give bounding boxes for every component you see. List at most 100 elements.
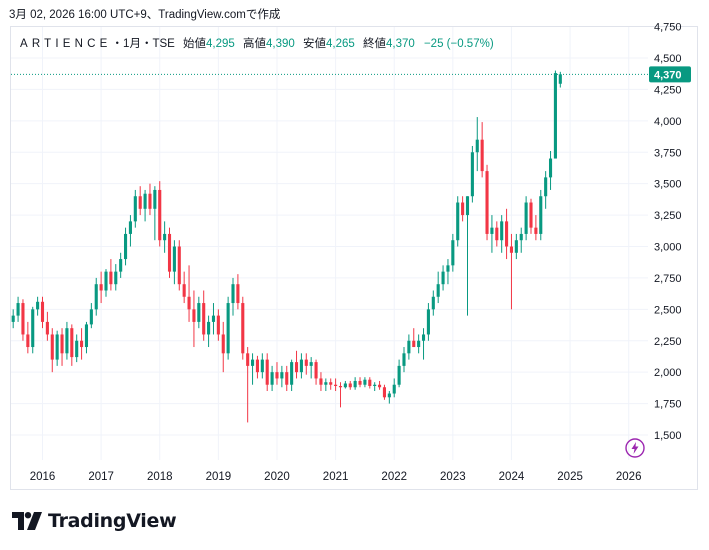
candle[interactable] bbox=[553, 70, 557, 159]
candle[interactable] bbox=[446, 259, 450, 285]
candle[interactable] bbox=[148, 183, 152, 216]
candle[interactable] bbox=[500, 215, 504, 253]
candle[interactable] bbox=[123, 227, 128, 266]
candle[interactable] bbox=[363, 377, 367, 388]
symbol-name[interactable]: ARTIENCE bbox=[20, 38, 112, 50]
candle[interactable] bbox=[402, 347, 406, 373]
candle[interactable] bbox=[378, 380, 382, 390]
candle[interactable] bbox=[31, 306, 35, 354]
candle[interactable] bbox=[338, 382, 343, 408]
candle[interactable] bbox=[509, 233, 514, 310]
candle[interactable] bbox=[197, 296, 201, 329]
candle[interactable] bbox=[441, 265, 445, 291]
candle[interactable] bbox=[334, 378, 338, 392]
candle[interactable] bbox=[412, 328, 416, 348]
candle[interactable] bbox=[426, 303, 430, 341]
candle[interactable] bbox=[50, 328, 54, 373]
candle[interactable] bbox=[114, 264, 118, 291]
candle[interactable] bbox=[70, 324, 74, 366]
candle[interactable] bbox=[480, 122, 484, 178]
candle[interactable] bbox=[358, 377, 362, 388]
candle[interactable] bbox=[11, 309, 15, 329]
candle[interactable] bbox=[207, 315, 211, 348]
candle[interactable] bbox=[202, 290, 206, 341]
candle[interactable] bbox=[236, 274, 240, 310]
candle[interactable] bbox=[60, 328, 64, 366]
candle[interactable] bbox=[211, 303, 216, 335]
candle[interactable] bbox=[368, 377, 372, 389]
candle[interactable] bbox=[382, 384, 386, 400]
candle[interactable] bbox=[109, 259, 113, 291]
candle[interactable] bbox=[539, 189, 543, 241]
candle[interactable] bbox=[407, 334, 411, 360]
candle[interactable] bbox=[329, 378, 333, 390]
candle[interactable] bbox=[490, 215, 494, 253]
candle[interactable] bbox=[133, 189, 137, 228]
candle[interactable] bbox=[456, 196, 460, 247]
candle[interactable] bbox=[260, 353, 264, 379]
candle[interactable] bbox=[75, 334, 79, 363]
candle[interactable] bbox=[544, 171, 548, 209]
candle[interactable] bbox=[548, 150, 553, 190]
candle[interactable] bbox=[524, 196, 528, 241]
candle[interactable] bbox=[514, 233, 518, 260]
candle[interactable] bbox=[172, 240, 176, 285]
candle[interactable] bbox=[94, 277, 98, 316]
candle[interactable] bbox=[373, 382, 377, 392]
candle[interactable] bbox=[324, 378, 328, 392]
candle[interactable] bbox=[285, 365, 289, 392]
candle[interactable] bbox=[163, 221, 167, 253]
candle[interactable] bbox=[153, 186, 157, 241]
candle[interactable] bbox=[177, 240, 181, 291]
candle[interactable] bbox=[495, 221, 499, 247]
candle[interactable] bbox=[451, 233, 455, 272]
candle[interactable] bbox=[519, 227, 523, 253]
candle[interactable] bbox=[255, 355, 259, 379]
candle[interactable] bbox=[304, 353, 308, 375]
lightning-icon[interactable] bbox=[625, 438, 645, 458]
candle[interactable] bbox=[436, 271, 440, 304]
candle[interactable] bbox=[231, 277, 235, 316]
candle[interactable] bbox=[89, 303, 93, 329]
candle[interactable] bbox=[221, 321, 225, 373]
candle[interactable] bbox=[226, 296, 230, 360]
candle[interactable] bbox=[465, 196, 470, 316]
candle[interactable] bbox=[138, 186, 142, 216]
candle[interactable] bbox=[461, 196, 465, 222]
candle[interactable] bbox=[99, 271, 103, 304]
candle[interactable] bbox=[290, 359, 294, 392]
candle[interactable] bbox=[475, 117, 479, 172]
candle[interactable] bbox=[294, 350, 299, 379]
candle[interactable] bbox=[36, 296, 40, 316]
candle[interactable] bbox=[16, 296, 20, 322]
candle[interactable] bbox=[192, 290, 196, 348]
candle[interactable] bbox=[470, 145, 474, 203]
candle[interactable] bbox=[65, 321, 69, 360]
candle[interactable] bbox=[182, 271, 186, 304]
candle[interactable] bbox=[143, 189, 147, 222]
candle[interactable] bbox=[534, 215, 538, 241]
candle[interactable] bbox=[158, 181, 162, 247]
candle[interactable] bbox=[275, 362, 279, 385]
candle[interactable] bbox=[397, 359, 401, 388]
interval[interactable]: 1月 bbox=[123, 38, 141, 50]
candle[interactable] bbox=[167, 227, 172, 278]
candle[interactable] bbox=[251, 353, 255, 385]
candle[interactable] bbox=[21, 299, 25, 341]
candle[interactable] bbox=[392, 378, 396, 398]
candle[interactable] bbox=[246, 347, 250, 423]
candle[interactable] bbox=[26, 321, 30, 354]
candle[interactable] bbox=[314, 359, 318, 385]
candle[interactable] bbox=[421, 328, 426, 360]
candle[interactable] bbox=[40, 296, 45, 329]
candle[interactable] bbox=[387, 391, 391, 404]
candle[interactable] bbox=[119, 252, 123, 278]
candle[interactable] bbox=[343, 380, 347, 389]
tradingview-logo[interactable]: TradingView bbox=[12, 510, 177, 532]
candle[interactable] bbox=[505, 208, 509, 260]
candle[interactable] bbox=[80, 328, 84, 360]
candle[interactable] bbox=[485, 164, 489, 241]
candle[interactable] bbox=[348, 380, 352, 390]
candle[interactable] bbox=[187, 265, 191, 322]
candle[interactable] bbox=[84, 321, 89, 354]
